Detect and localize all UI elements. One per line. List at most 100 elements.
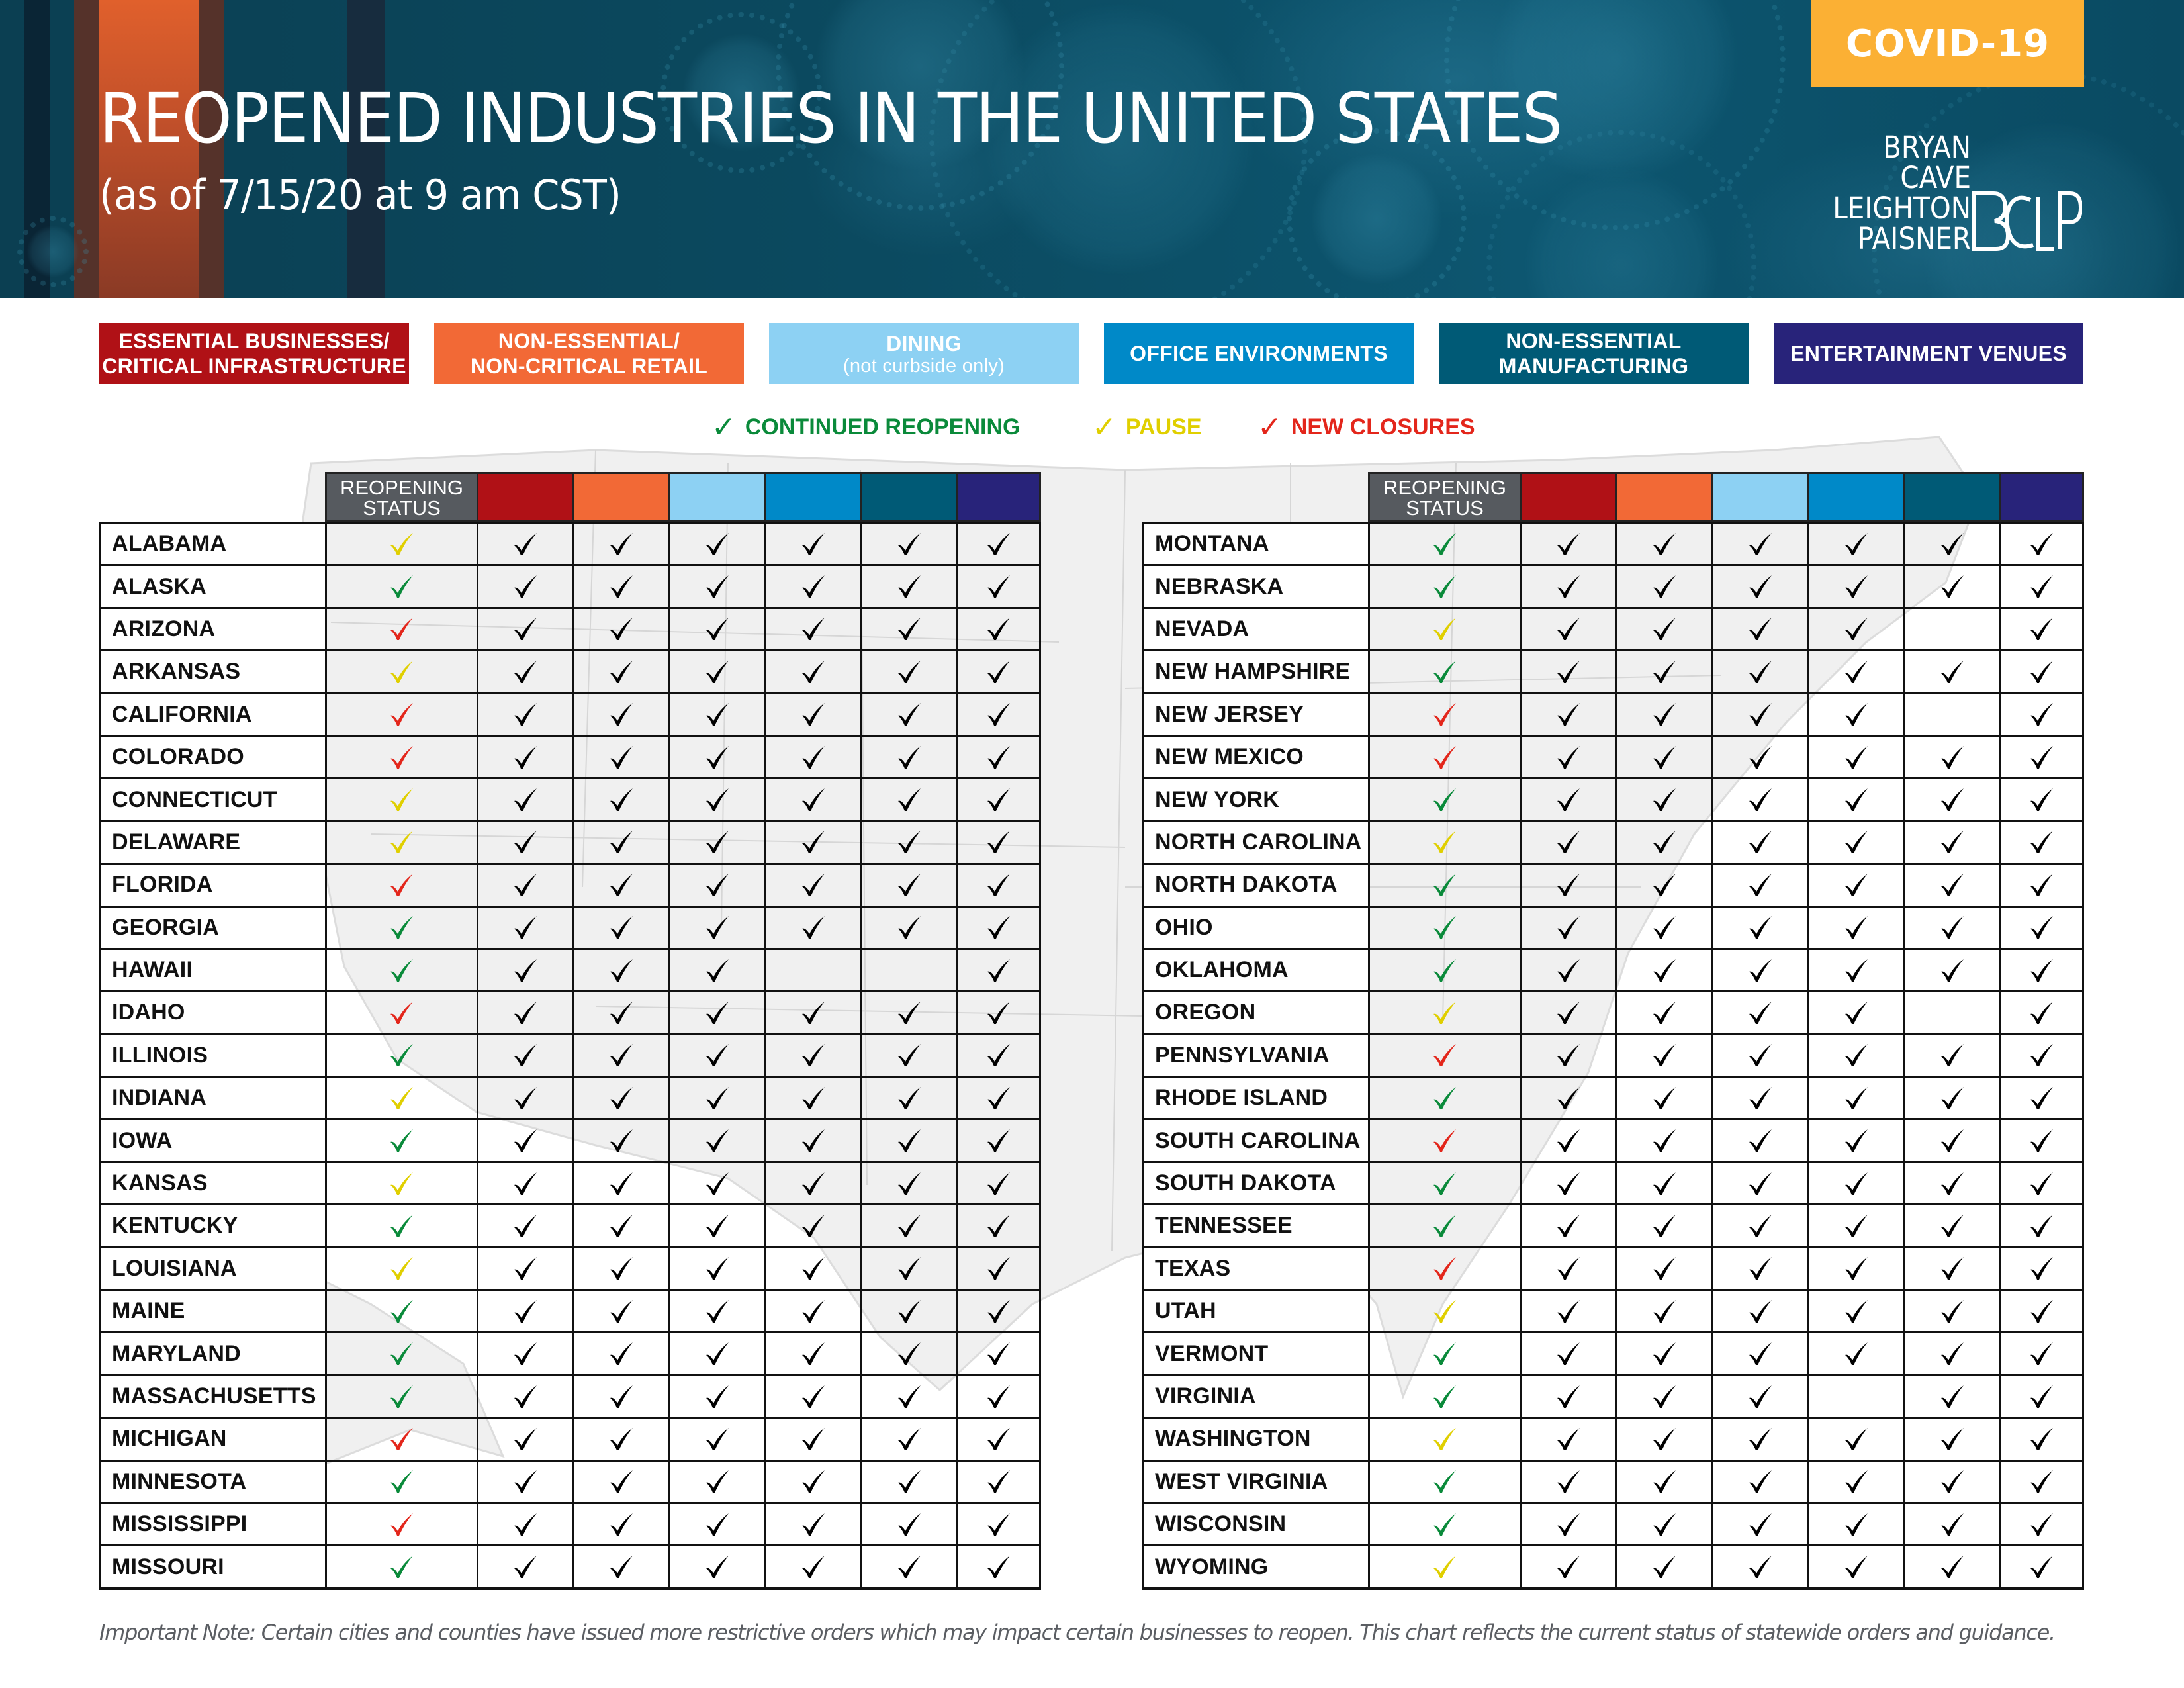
industry-cell-retail — [572, 865, 668, 906]
checkmark-icon — [610, 1299, 633, 1323]
industry-cell-entertainment — [1999, 566, 2084, 607]
industry-cell-retail — [1615, 524, 1711, 565]
checkmark-icon — [898, 1086, 921, 1109]
checkmark-icon — [1941, 1257, 1964, 1280]
industry-cell-retail — [572, 1291, 668, 1332]
table-row: RHODE ISLAND — [1142, 1076, 2084, 1119]
industry-cell-manufacturing — [1903, 1078, 1999, 1119]
checkmark-icon — [987, 660, 1010, 683]
reopening-status-cell — [325, 1419, 477, 1460]
industry-cell-entertainment — [1999, 524, 2084, 565]
checkmark-icon — [1653, 959, 1676, 982]
reopening-status-cell — [325, 694, 477, 735]
checkmark-icon — [898, 1470, 921, 1493]
industry-cell-retail — [572, 1333, 668, 1374]
industry-cell-retail — [572, 1205, 668, 1246]
industry-cell-entertainment — [1999, 992, 2084, 1033]
industry-cell-office — [764, 1376, 860, 1417]
industry-cell-essential — [477, 1035, 572, 1076]
industry-cell-entertainment — [1999, 1461, 2084, 1502]
checkmark-icon — [610, 703, 633, 726]
checkmark-icon — [706, 1257, 729, 1280]
page-subtitle: (as of 7/15/20 at 9 am CST) — [99, 171, 621, 219]
checkmark-icon — [1941, 1470, 1964, 1493]
industry-cell-essential — [1520, 608, 1615, 650]
states-table-left: REOPENING STATUS ALABAMA ALASKA ARIZONA ARKA… — [99, 472, 1041, 1590]
industry-cell-manufacturing — [1903, 1162, 1999, 1204]
industry-cell-office — [764, 1120, 860, 1161]
industry-cell-retail — [1615, 779, 1711, 820]
checkmark-icon — [610, 618, 633, 641]
industry-cell-dining — [1711, 736, 1807, 778]
industry-cell-retail — [572, 651, 668, 692]
industry-cell-retail — [1615, 1120, 1711, 1161]
checkmark-icon — [610, 575, 633, 598]
industry-cell-essential — [1520, 1078, 1615, 1119]
table-row: MAINE — [99, 1289, 1041, 1332]
state-name: VIRGINIA — [1142, 1376, 1368, 1417]
industry-cell-retail — [572, 566, 668, 607]
industry-cell-entertainment — [956, 821, 1041, 863]
checkmark-icon — [1557, 916, 1580, 939]
checkmark-icon — [706, 1470, 729, 1493]
industry-cell-retail — [572, 907, 668, 948]
checkmark-icon — [987, 873, 1010, 896]
reopening-status-cell — [325, 1376, 477, 1417]
state-name: MISSISSIPPI — [99, 1503, 325, 1545]
checkmark-icon — [390, 1385, 413, 1408]
checkmark-icon — [1845, 831, 1868, 854]
checkmark-icon — [514, 1513, 537, 1536]
checkmark-icon — [1941, 1513, 1964, 1536]
checkmark-icon — [898, 916, 921, 939]
industry-cell-essential — [1520, 1461, 1615, 1502]
industry-cell-essential — [477, 1376, 572, 1417]
table-row: ALASKA — [99, 564, 1041, 607]
checkmark-icon — [390, 1172, 413, 1195]
state-name: HAWAII — [99, 949, 325, 991]
industry-cell-retail — [572, 1376, 668, 1417]
column-header-essential — [477, 472, 572, 522]
checkmark-icon — [610, 916, 633, 939]
industry-cell-entertainment — [1999, 651, 2084, 692]
checkmark-icon — [706, 916, 729, 939]
industry-cell-dining — [1711, 1419, 1807, 1460]
category-label: NON-ESSENTIAL — [1506, 329, 1682, 353]
industry-cell-manufacturing — [1903, 865, 1999, 906]
checkmark-icon — [1845, 1257, 1868, 1280]
checkmark-icon — [1433, 575, 1456, 598]
checkmark-icon — [1433, 745, 1456, 769]
checkmark-icon — [706, 1513, 729, 1536]
table-row: INDIANA — [99, 1076, 1041, 1119]
industry-cell-office — [1807, 1546, 1903, 1587]
table-row: MISSOURI — [99, 1544, 1041, 1587]
checkmark-icon — [1433, 1214, 1456, 1237]
state-name: IDAHO — [99, 992, 325, 1033]
industry-cell-office — [764, 651, 860, 692]
category-label: ENTERTAINMENT VENUES — [1790, 342, 2067, 365]
checkmark-icon — [610, 1001, 633, 1024]
checkmark-icon — [802, 1086, 825, 1109]
checkmark-icon — [802, 1214, 825, 1237]
checkmark-icon — [610, 1044, 633, 1067]
checkmark-icon — [1941, 916, 1964, 939]
checkmark-icon — [987, 1044, 1010, 1067]
checkmark-icon — [390, 1129, 413, 1152]
industry-cell-dining — [1711, 949, 1807, 991]
industry-cell-manufacturing — [860, 1419, 956, 1460]
checkmark-icon — [1653, 1513, 1676, 1536]
industry-cell-dining — [1711, 907, 1807, 948]
checkmark-icon — [898, 1001, 921, 1024]
industry-cell-dining — [1711, 992, 1807, 1033]
industry-cell-retail — [572, 694, 668, 735]
industry-cell-manufacturing — [1903, 1205, 1999, 1246]
industry-cell-essential — [477, 651, 572, 692]
industry-cell-office — [1807, 1120, 1903, 1161]
checkmark-icon — [898, 1427, 921, 1450]
checkmark-icon — [1433, 703, 1456, 726]
checkmark-icon — [1845, 1470, 1868, 1493]
industry-cell-retail — [1615, 907, 1711, 948]
checkmark-icon — [2030, 745, 2053, 769]
industry-cell-retail — [1615, 821, 1711, 863]
industry-cell-retail — [572, 736, 668, 778]
table-row: PENNSYLVANIA — [1142, 1033, 2084, 1076]
